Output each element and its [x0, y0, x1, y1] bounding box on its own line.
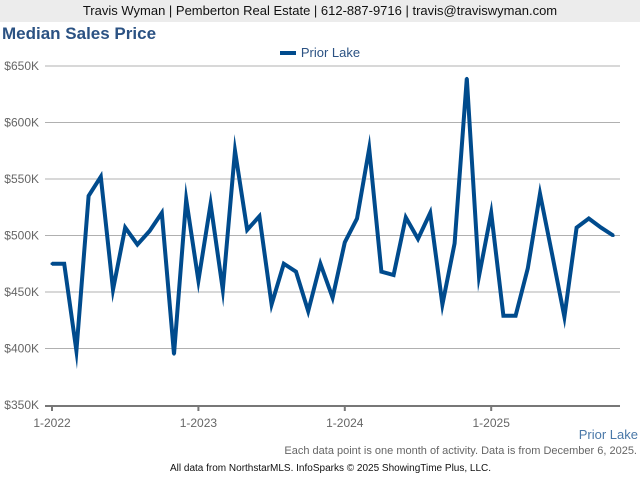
- data-point: [184, 197, 188, 201]
- data-point: [477, 274, 481, 278]
- data-point: [318, 262, 322, 266]
- data-point: [501, 314, 505, 318]
- data-point: [343, 240, 347, 244]
- chart-title: Median Sales Price: [2, 24, 157, 43]
- data-point: [135, 243, 139, 247]
- data-point: [294, 270, 298, 274]
- y-tick-label: $550K: [4, 172, 39, 186]
- contact-header: Travis Wyman | Pemberton Real Estate | 6…: [0, 0, 640, 22]
- data-point: [416, 237, 420, 241]
- data-point: [160, 211, 164, 215]
- data-point: [440, 302, 444, 306]
- data-point: [562, 315, 566, 319]
- data-point: [575, 226, 579, 230]
- legend-swatch: [279, 50, 296, 55]
- data-point: [99, 175, 103, 179]
- data-point: [514, 314, 518, 318]
- data-point: [379, 270, 383, 274]
- data-point: [306, 309, 310, 313]
- x-tick-label: 1-2023: [180, 416, 218, 430]
- data-point: [245, 228, 249, 232]
- data-point: [331, 296, 335, 300]
- data-point: [221, 288, 225, 292]
- x-tick-label: 1-2022: [33, 416, 71, 430]
- data-point: [282, 262, 286, 266]
- y-tick-label: $400K: [4, 342, 39, 356]
- data-point: [172, 352, 176, 356]
- data-point: [257, 214, 261, 218]
- y-tick-label: $500K: [4, 229, 39, 243]
- data-point: [123, 226, 127, 230]
- data-point: [428, 211, 432, 215]
- y-tick-label: $350K: [4, 398, 39, 412]
- legend: Prior Lake: [0, 45, 640, 60]
- footer-credit: All data from NorthstarMLS. InfoSparks ©…: [170, 463, 492, 474]
- data-point: [355, 217, 359, 221]
- y-tick-label: $450K: [4, 285, 39, 299]
- data-point: [550, 253, 554, 257]
- data-point: [62, 262, 66, 266]
- data-point: [489, 211, 493, 215]
- y-tick-label: $600K: [4, 116, 39, 130]
- data-point: [196, 279, 200, 283]
- x-tick-label: 1-2025: [473, 416, 511, 430]
- data-note: Each data point is one month of activity…: [284, 445, 637, 457]
- data-point: [87, 194, 91, 198]
- data-point: [111, 288, 115, 292]
- data-point: [392, 273, 396, 277]
- data-point: [233, 149, 237, 153]
- data-point: [270, 302, 274, 306]
- area-label: Prior Lake: [578, 427, 638, 442]
- x-tick-label: 1-2024: [326, 416, 364, 430]
- data-point: [453, 241, 457, 245]
- data-point: [465, 76, 469, 80]
- data-point: [148, 229, 152, 233]
- data-point: [526, 266, 530, 270]
- legend-label: Prior Lake: [300, 45, 361, 60]
- data-point: [74, 349, 78, 353]
- data-point: [538, 192, 542, 196]
- data-point: [50, 262, 54, 266]
- data-point: [404, 215, 408, 219]
- series-line-prior-lake: [52, 78, 615, 370]
- data-point: [587, 217, 591, 221]
- data-point: [599, 226, 603, 230]
- data-point: [209, 202, 213, 206]
- data-point: [367, 146, 371, 150]
- y-tick-label: $650K: [4, 59, 39, 73]
- data-point: [611, 234, 615, 237]
